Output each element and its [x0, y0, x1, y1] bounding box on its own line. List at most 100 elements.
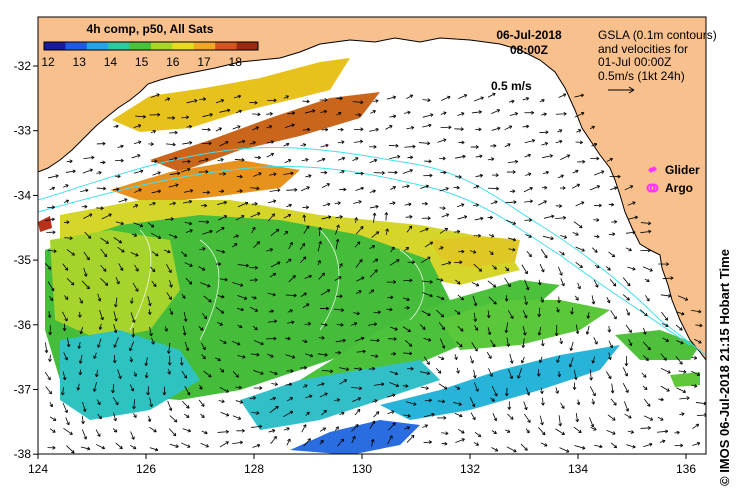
velocity-arrow — [591, 356, 596, 364]
velocity-arrow — [169, 201, 176, 206]
velocity-arrow — [134, 264, 139, 272]
velocity-arrow — [47, 249, 57, 253]
land-australia — [38, 17, 706, 361]
velocity-arrow — [438, 383, 448, 390]
x-tick-label: 132 — [460, 462, 480, 476]
velocity-arrow — [133, 169, 144, 174]
colorbar: 4h comp, p50, All Sats 12 13 14 15 16 17 18 — [41, 22, 259, 69]
velocity-arrow — [555, 139, 563, 144]
velocity-arrow — [640, 426, 651, 430]
velocity-arrow — [167, 368, 172, 375]
velocity-arrow — [62, 371, 67, 381]
velocity-arrow — [336, 111, 342, 116]
velocity-arrow — [115, 221, 124, 226]
velocity-arrow — [182, 400, 190, 409]
velocity-arrow — [182, 325, 187, 336]
colorbar-outline — [43, 41, 259, 51]
velocity-arrow — [369, 204, 379, 209]
velocity-arrow — [253, 340, 264, 346]
velocity-arrow — [457, 326, 464, 332]
velocity-arrow — [520, 443, 528, 451]
velocity-arrow — [606, 297, 611, 304]
velocity-arrow — [369, 189, 376, 194]
velocity-arrow — [454, 412, 463, 418]
velocity-arrow — [424, 241, 434, 248]
contour-line — [399, 249, 425, 321]
velocity-arrow — [371, 231, 380, 238]
velocity-arrow — [268, 429, 276, 433]
velocity-arrow — [62, 323, 67, 332]
velocity-arrow — [473, 312, 478, 322]
velocity-arrow — [490, 200, 498, 205]
velocity-arrow — [403, 278, 413, 283]
velocity-arrow — [355, 112, 362, 117]
velocity-arrow — [92, 382, 97, 392]
velocity-arrow — [607, 414, 616, 421]
velocity-arrow — [372, 399, 378, 403]
velocity-arrow — [115, 277, 120, 285]
velocity-arrow — [166, 292, 172, 300]
velocity-arrow — [508, 99, 515, 104]
velocity-arrow — [319, 392, 328, 398]
velocity-arrow — [607, 325, 612, 333]
velocity-arrow — [537, 279, 542, 286]
velocity-arrow — [220, 411, 230, 417]
velocity-arrow — [591, 295, 596, 305]
velocity-arrow — [253, 172, 262, 177]
velocity-arrow — [559, 447, 570, 453]
velocity-arrow — [198, 169, 209, 174]
velocity-arrow — [305, 411, 310, 416]
velocity-arrow — [150, 232, 162, 239]
velocity-arrow — [269, 188, 281, 193]
velocity-arrow — [608, 352, 612, 360]
velocity-arrow — [406, 401, 417, 406]
velocity-arrow — [115, 174, 121, 179]
velocity-arrow — [283, 427, 290, 431]
velocity-arrow — [421, 201, 428, 206]
velocity-arrow — [471, 110, 482, 114]
velocity-arrow — [440, 170, 447, 175]
velocity-arrow — [695, 323, 703, 328]
velocity-arrow — [288, 275, 296, 283]
velocity-arrow — [65, 417, 70, 426]
velocity-arrow — [147, 222, 155, 228]
velocity-arrow — [181, 370, 188, 379]
velocity-arrow — [505, 429, 511, 433]
velocity-arrow — [112, 355, 117, 364]
velocity-arrow — [422, 292, 433, 298]
velocity-arrow — [402, 384, 409, 388]
velocity-arrow — [129, 341, 135, 352]
colorbar-tick-label: 15 — [135, 55, 149, 69]
velocity-arrow — [132, 282, 139, 292]
velocity-arrow — [522, 325, 527, 336]
velocity-arrow — [62, 402, 68, 414]
velocity-arrow — [658, 262, 669, 267]
velocity-arrow — [201, 430, 208, 435]
velocity-arrow — [335, 350, 342, 355]
velocity-arrow — [198, 266, 206, 271]
velocity-arrow — [403, 413, 411, 418]
velocity-arrow — [458, 94, 468, 99]
velocity-arrow — [622, 277, 631, 287]
velocity-arrow — [200, 282, 211, 288]
velocity-arrow — [200, 442, 209, 448]
velocity-arrow — [555, 111, 567, 116]
velocity-arrow — [234, 158, 245, 162]
velocity-arrow — [640, 229, 652, 234]
velocity-arrow — [339, 411, 345, 416]
velocity-arrow — [372, 212, 377, 223]
velocity-arrow — [201, 203, 208, 208]
velocity-arrow — [113, 124, 119, 129]
velocity-arrow — [334, 426, 339, 431]
gsla-note: GSLA (0.1m contours) and velocities for … — [598, 28, 717, 94]
velocity-arrow — [611, 219, 618, 224]
velocity-arrow — [577, 282, 581, 290]
velocity-arrow — [165, 142, 176, 147]
velocity-arrow — [96, 399, 101, 406]
velocity-arrow — [144, 357, 149, 366]
velocity-arrow — [44, 371, 51, 381]
velocity-arrow — [232, 440, 243, 445]
scale-arrow — [608, 86, 635, 94]
velocity-arrow — [440, 111, 447, 115]
velocity-arrow — [517, 367, 523, 379]
